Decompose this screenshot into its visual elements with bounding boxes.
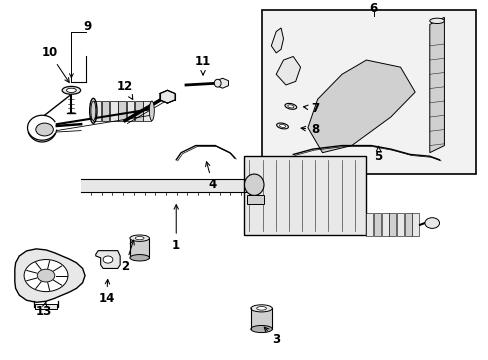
Ellipse shape — [276, 123, 288, 129]
Bar — [130, 238, 149, 258]
Bar — [35, 304, 57, 310]
Ellipse shape — [214, 79, 221, 87]
Bar — [110, 101, 117, 121]
Text: 5: 5 — [374, 147, 382, 163]
Ellipse shape — [66, 88, 76, 93]
Bar — [411, 213, 418, 237]
Polygon shape — [307, 60, 414, 153]
Ellipse shape — [285, 103, 296, 109]
Ellipse shape — [250, 305, 272, 312]
Circle shape — [37, 269, 55, 282]
Ellipse shape — [130, 235, 149, 242]
Text: 2: 2 — [121, 240, 134, 273]
Text: 3: 3 — [264, 327, 280, 346]
Circle shape — [24, 260, 68, 292]
Bar — [246, 195, 264, 204]
Ellipse shape — [256, 307, 266, 310]
Text: 7: 7 — [303, 102, 319, 114]
Ellipse shape — [62, 86, 81, 94]
Text: 1: 1 — [172, 205, 180, 252]
Polygon shape — [271, 28, 283, 53]
Text: 11: 11 — [195, 55, 211, 75]
Text: 8: 8 — [301, 123, 319, 136]
Bar — [126, 101, 134, 121]
Ellipse shape — [429, 18, 444, 23]
Bar — [244, 156, 366, 235]
Ellipse shape — [135, 237, 144, 240]
Bar — [388, 213, 395, 237]
Circle shape — [103, 256, 113, 263]
Ellipse shape — [130, 255, 149, 261]
Polygon shape — [96, 251, 120, 269]
Text: 12: 12 — [117, 80, 133, 99]
Bar — [404, 213, 411, 237]
Text: 13: 13 — [36, 302, 52, 318]
Bar — [261, 10, 475, 174]
Text: 14: 14 — [98, 279, 115, 305]
Bar — [250, 309, 272, 329]
Bar — [366, 213, 372, 237]
Polygon shape — [15, 249, 85, 302]
Polygon shape — [429, 17, 444, 153]
Text: 6: 6 — [369, 2, 377, 15]
Ellipse shape — [279, 125, 285, 127]
Ellipse shape — [149, 101, 154, 121]
Polygon shape — [276, 57, 300, 85]
Ellipse shape — [287, 105, 293, 108]
Text: 4: 4 — [205, 162, 217, 191]
Circle shape — [424, 218, 439, 228]
Text: 9: 9 — [83, 20, 91, 33]
Bar — [81, 179, 254, 192]
Polygon shape — [160, 90, 175, 103]
Bar — [396, 213, 403, 237]
Bar — [102, 101, 109, 121]
Ellipse shape — [244, 174, 264, 195]
Polygon shape — [216, 78, 228, 88]
Bar — [93, 101, 101, 121]
Circle shape — [36, 123, 53, 136]
Bar — [373, 213, 380, 237]
Ellipse shape — [91, 101, 96, 121]
Ellipse shape — [250, 325, 272, 333]
Bar — [381, 213, 388, 237]
Bar — [118, 101, 126, 121]
Text: 10: 10 — [41, 46, 69, 82]
Bar — [135, 101, 142, 121]
Bar — [143, 101, 151, 121]
